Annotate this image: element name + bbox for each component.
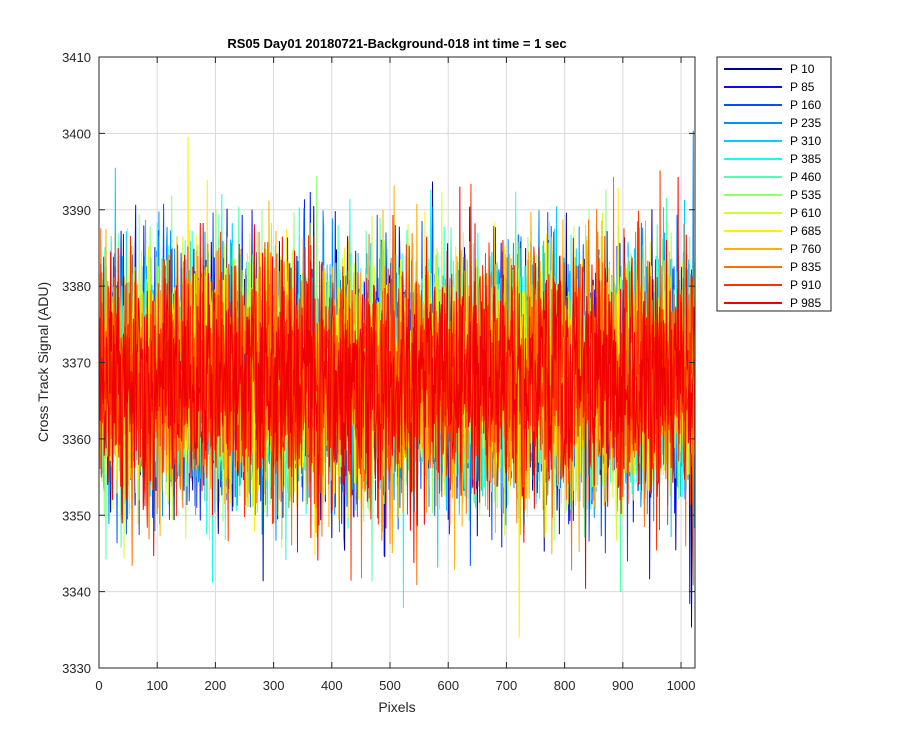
x-tick-label: 800 [554,678,576,693]
y-tick-label: 3360 [62,432,91,447]
x-tick-label: 900 [612,678,634,693]
x-tick-label: 0 [95,678,102,693]
y-axis-label: Cross Track Signal (ADU) [35,282,51,442]
legend-entry-label: P 235 [790,116,821,130]
legend-entry-label: P 85 [790,80,815,94]
legend-entry-label: P 835 [790,260,821,274]
y-tick-label: 3400 [62,126,91,141]
y-ticks: 3330 3340 3350 3360 3370 3380 3390 3400 3410 [62,50,695,676]
legend-entry-label: P 10 [790,62,815,76]
legend-box [716,56,832,312]
x-axis-label: Pixels [378,699,415,715]
legend-entry-label: P 535 [790,188,821,202]
y-tick-label: 3390 [62,203,91,218]
legend-entry-label: P 310 [790,134,821,148]
legend-entry-label: P 610 [790,206,821,220]
series-group [99,130,695,638]
x-tick-label: 500 [379,678,401,693]
legend-entry-label: P 760 [790,242,821,256]
legend-entry-label: P 160 [790,98,821,112]
y-tick-label: 3410 [62,50,91,65]
y-tick-label: 3370 [62,356,91,371]
x-tick-label: 1000 [667,678,696,693]
chart-title: RS05 Day01 20180721-Background-018 int t… [227,36,566,51]
series-line-p985 [99,177,695,589]
y-tick-label: 3380 [62,279,91,294]
x-tick-label: 600 [437,678,459,693]
legend: P 10 P 85 P 160 P 235 P 310 P 385 P 460 P 535 P … [716,56,832,312]
x-tick-label: 400 [321,678,343,693]
legend-entry-label: P 460 [790,170,821,184]
legend-entry-label: P 685 [790,224,821,238]
x-tick-label: 700 [496,678,518,693]
legend-entry-label: P 985 [790,296,821,310]
y-tick-label: 3350 [62,508,91,523]
x-ticks: 0 100 200 300 400 500 600 700 800 900 1000 [95,57,695,693]
y-tick-label: 3340 [62,585,91,600]
x-tick-label: 100 [146,678,168,693]
legend-entry-label: P 910 [790,278,821,292]
y-tick-label: 3330 [62,661,91,676]
legend-entry-label: P 385 [790,152,821,166]
x-tick-label: 200 [205,678,227,693]
x-tick-label: 300 [263,678,285,693]
